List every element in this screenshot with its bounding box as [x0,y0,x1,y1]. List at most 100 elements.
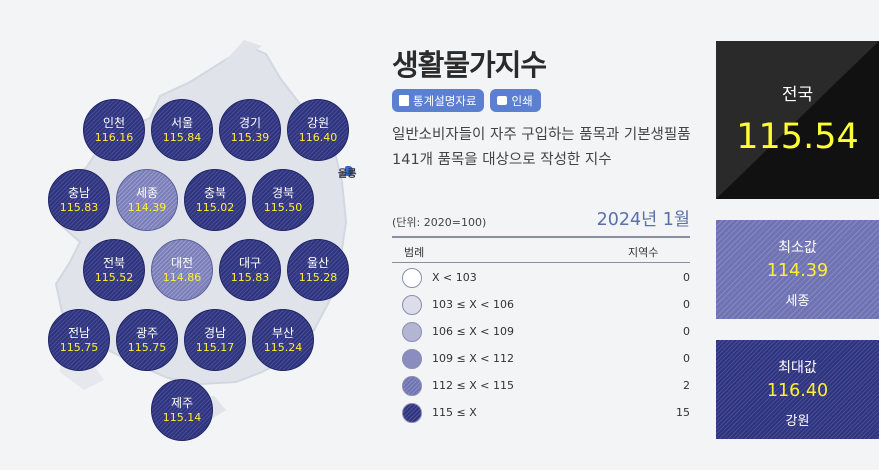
region-name: 광주 [135,326,159,340]
legend-count: 0 [683,271,690,284]
legend-row: 109 ≤ X < 112 0 [402,345,690,372]
region-name: 인천 [102,116,126,130]
region-value: 116.40 [298,131,338,144]
region-value: 115.02 [195,201,235,214]
region-value: 115.84 [162,131,202,144]
region-value: 115.75 [127,341,167,354]
region-gyeonggi[interactable]: 경기 115.39 [219,99,281,161]
region-value: 116.16 [94,131,134,144]
max-card: 최대값 116.40 강원 [716,340,879,439]
region-gyeongbuk[interactable]: 경북 115.50 [252,169,314,231]
region-name: 경남 [203,326,227,340]
region-jeju[interactable]: 제주 115.14 [151,379,213,441]
legend-swatch [402,375,422,396]
region-name: 세종 [135,186,159,200]
card-decoration [716,41,879,199]
region-sejong[interactable]: 세종 114.39 [116,169,178,231]
min-card: 최소값 114.39 세종 [716,220,879,319]
min-region: 세종 [785,294,810,309]
legend-row: 106 ≤ X < 109 0 [402,318,690,345]
region-value: 114.39 [127,201,167,214]
region-value: 115.14 [162,411,202,424]
printer-icon [497,96,508,105]
legend-swatch [402,294,422,315]
national-card: 전국 115.54 [716,41,879,199]
region-gangwon[interactable]: 강원 116.40 [287,99,349,161]
print-button[interactable]: 인쇄 [490,89,541,112]
legend-swatch [402,321,422,342]
national-label: 전국 [781,85,814,105]
legend-swatch [402,402,422,423]
region-incheon[interactable]: 인천 116.16 [83,99,145,161]
region-value: 115.39 [230,131,270,144]
legend-row: 115 ≤ X 15 [402,399,690,426]
legend-count: 0 [683,352,690,365]
legend-header-label: 범례 [404,246,425,259]
period-label: 2024년 1월 [596,210,690,230]
national-value: 115.54 [736,117,859,157]
region-value: 115.50 [263,201,303,214]
legend-count: 15 [676,406,690,419]
region-ulsan[interactable]: 울산 115.28 [287,239,349,301]
region-value: 115.83 [59,201,99,214]
legend-row: 103 ≤ X < 106 0 [402,291,690,318]
region-gwangju[interactable]: 광주 115.75 [116,309,178,371]
legend-row: 112 ≤ X < 115 2 [402,372,690,399]
region-name: 경기 [238,116,262,130]
legend-header: 범례 지역수 [392,236,690,263]
legend-count: 0 [683,298,690,311]
region-seoul[interactable]: 서울 115.84 [151,99,213,161]
region-value: 115.28 [298,271,338,284]
region-value: 115.17 [195,341,235,354]
region-busan[interactable]: 부산 115.24 [252,309,314,371]
info-panel: 생활물가지수 통계설명자료 인쇄 일반소비자들이 자주 구입하는 품목과 기본생… [392,0,702,470]
region-gyeongnam[interactable]: 경남 115.17 [184,309,246,371]
stats-doc-label: 통계설명자료 [413,93,477,108]
region-name: 전남 [67,326,91,340]
max-label: 최대값 [778,360,817,376]
region-name: 충북 [203,186,227,200]
region-daejeon[interactable]: 대전 114.86 [151,239,213,301]
legend-range: 106 ≤ X < 109 [432,325,514,338]
region-name: 대전 [170,256,194,270]
legend-count: 0 [683,325,690,338]
region-name: 부산 [271,326,295,340]
region-daegu[interactable]: 대구 115.83 [219,239,281,301]
legend-range: 112 ≤ X < 115 [432,379,514,392]
korea-map: 울릉 인천 116.16 서울 115.84 경기 115.39 강원 116.… [0,0,380,470]
region-chungbuk[interactable]: 충북 115.02 [184,169,246,231]
action-buttons: 통계설명자료 인쇄 [392,89,541,112]
region-value: 115.83 [230,271,270,284]
region-name: 제주 [170,396,194,410]
ulleung-marker [345,166,353,176]
legend-range: X < 103 [432,271,477,284]
region-name: 강원 [306,116,330,130]
region-name: 울산 [306,256,330,270]
stats-doc-button[interactable]: 통계설명자료 [392,89,485,112]
index-description: 일반소비자들이 자주 구입하는 품목과 기본생필품 141개 품목을 대상으로 … [392,127,691,168]
legend-header-count: 지역수 [628,246,659,259]
max-value: 116.40 [766,381,829,401]
region-name: 경북 [271,186,295,200]
legend-range: 103 ≤ X < 106 [432,298,514,311]
min-label: 최소값 [778,240,817,256]
region-name: 전북 [102,256,126,270]
region-value: 115.75 [59,341,99,354]
region-value: 115.52 [94,271,134,284]
unit-note: (단위: 2020=100) [392,216,487,229]
region-name: 서울 [170,116,194,130]
page-title: 생활물가지수 [392,48,547,82]
legend-row: X < 103 0 [402,264,690,291]
legend-swatch [402,267,422,288]
region-jeonbuk[interactable]: 전북 115.52 [83,239,145,301]
print-label: 인쇄 [511,93,533,108]
legend-range: 109 ≤ X < 112 [432,352,514,365]
region-value: 114.86 [162,271,202,284]
max-region: 강원 [785,414,810,429]
region-chungnam[interactable]: 충남 115.83 [48,169,110,231]
region-name: 충남 [67,186,91,200]
region-name: 대구 [238,256,262,270]
legend-range: 115 ≤ X [432,406,477,419]
region-jeonnam[interactable]: 전남 115.75 [48,309,110,371]
document-icon [399,95,409,106]
